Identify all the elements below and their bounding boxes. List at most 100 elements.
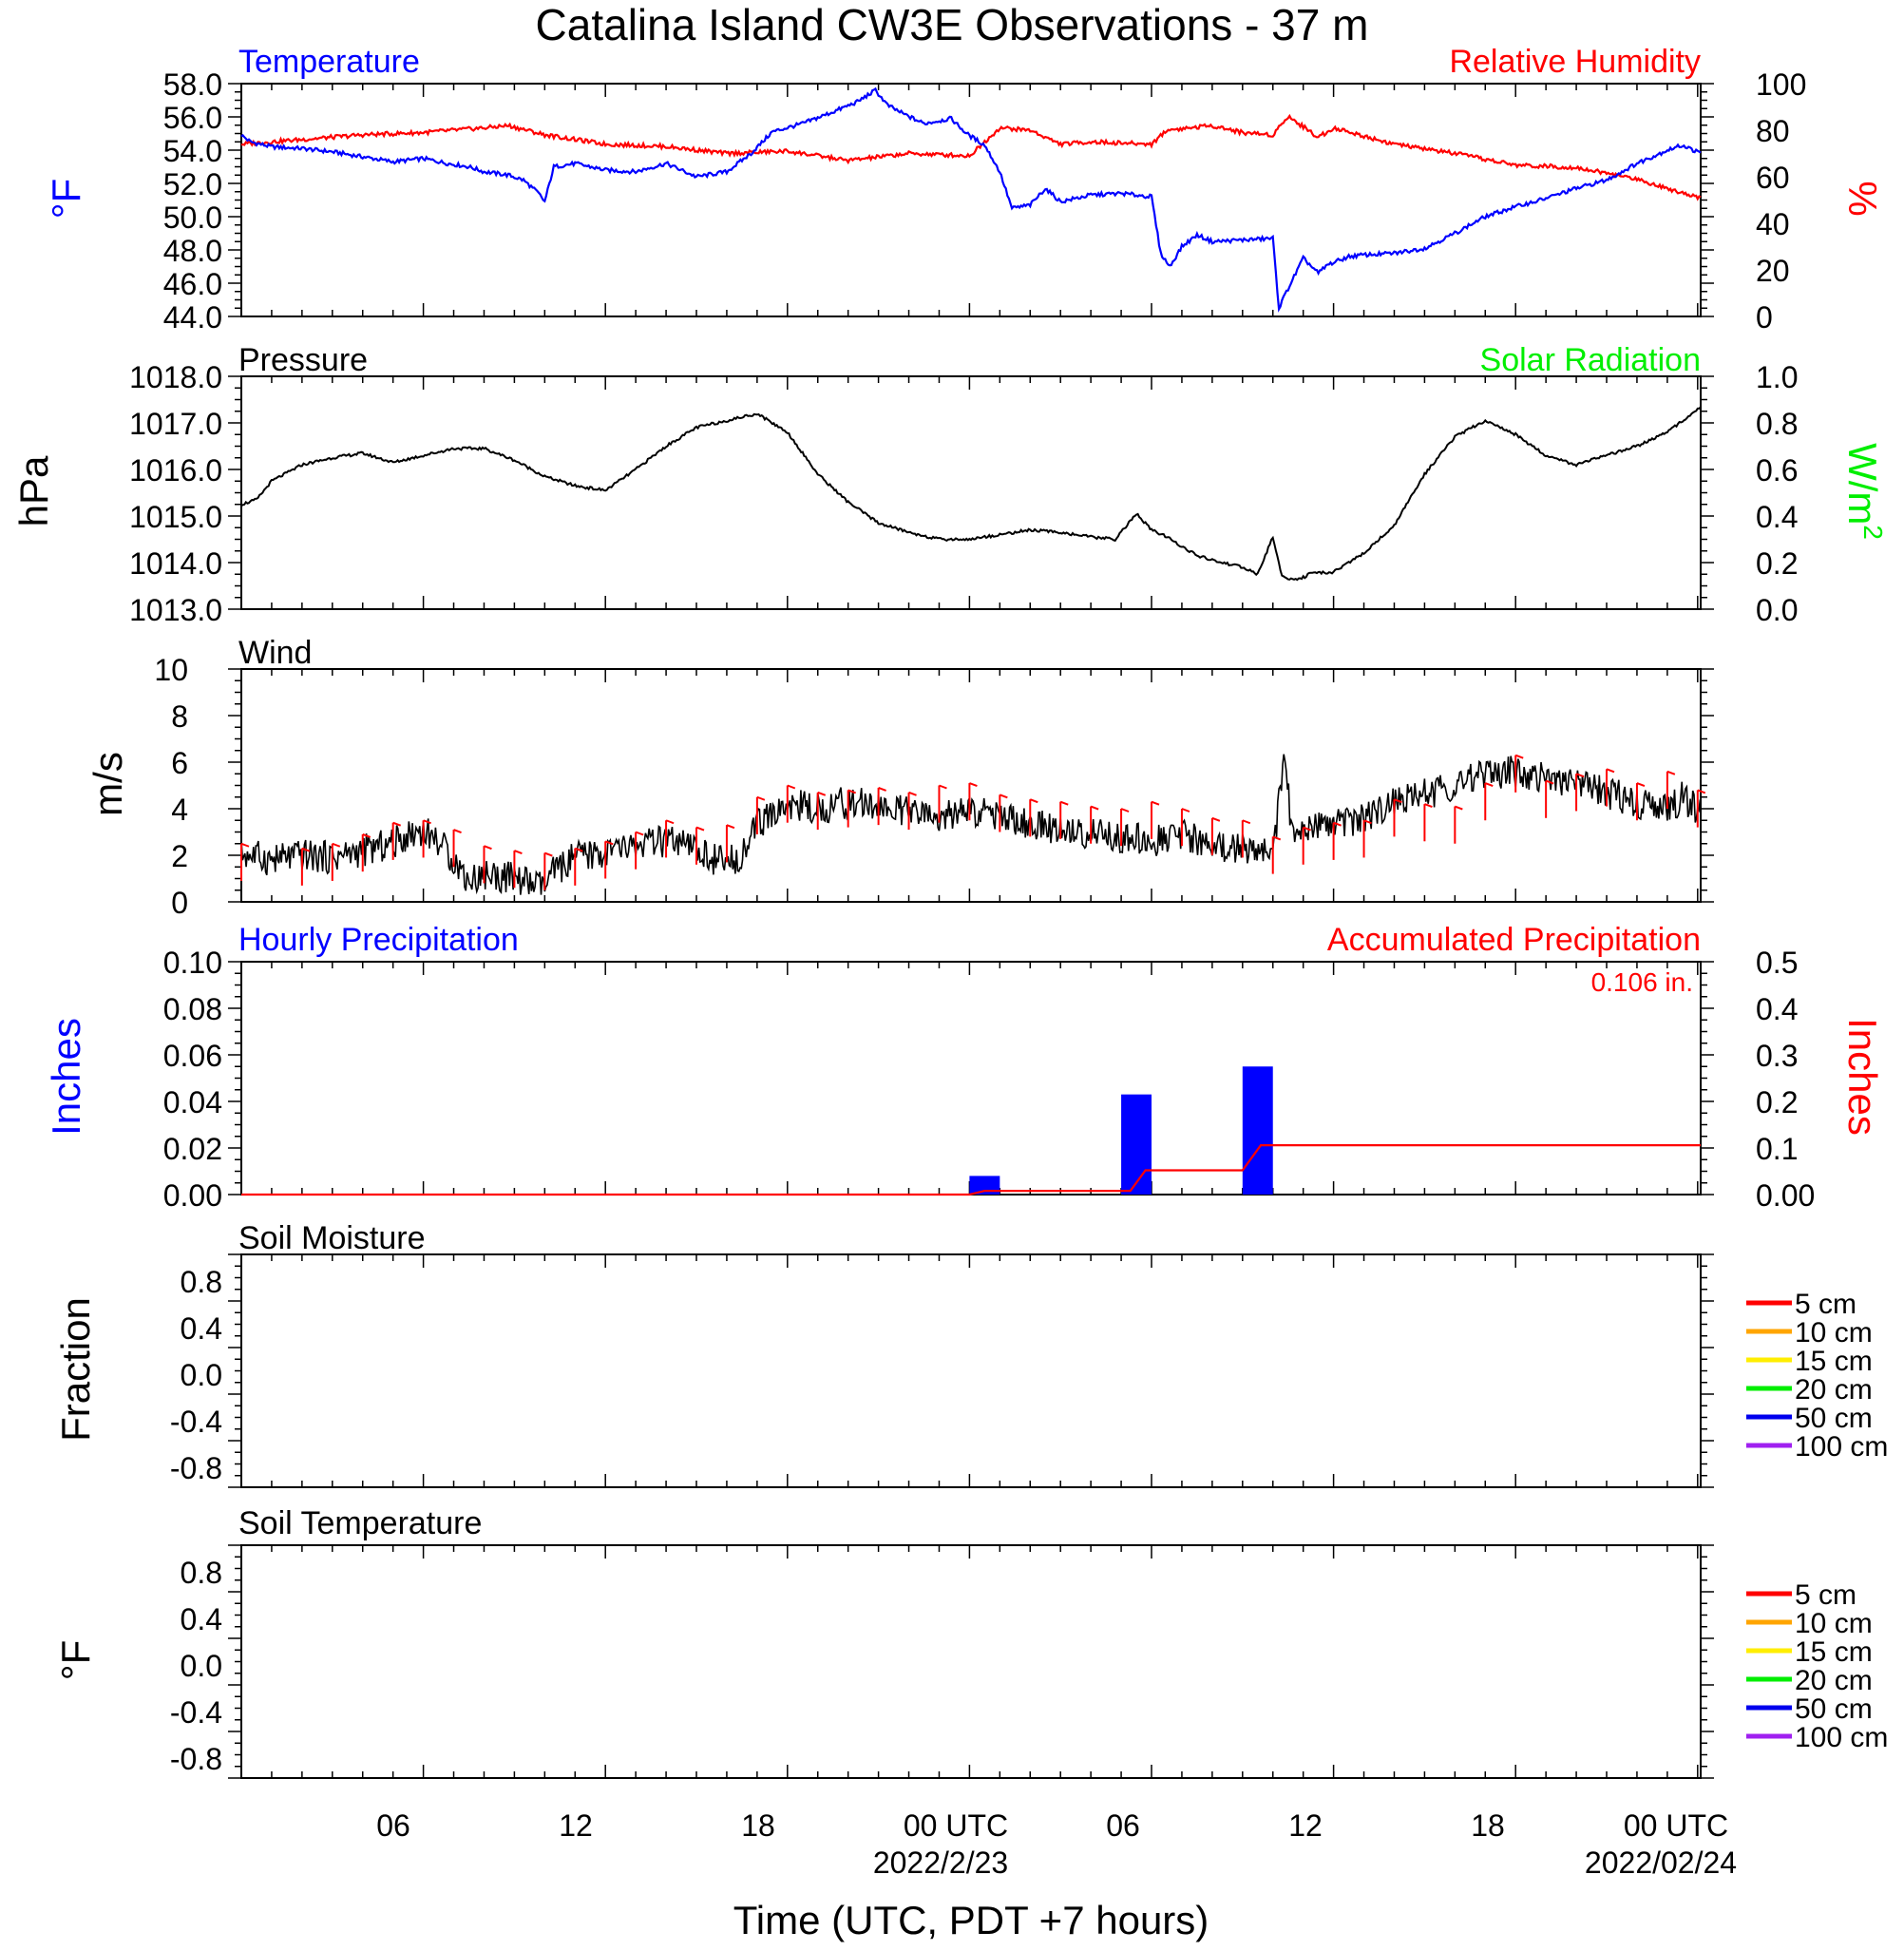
y-tick-label: 1013.0 [129, 593, 222, 627]
y2-tick-label: 100 [1756, 67, 1806, 102]
humidity-axis-label: % [1840, 181, 1885, 216]
y-tick-label: 2 [171, 839, 188, 873]
legend-item: 10 cm [1746, 1317, 1873, 1348]
y2-tick-label: 60 [1756, 161, 1790, 195]
wind-barb-flag [1211, 816, 1221, 822]
figure-title: Catalina Island CW3E Observations - 37 m [536, 0, 1369, 49]
wind-barb-flag [665, 819, 675, 825]
pressure-panel-title: Pressure [238, 342, 368, 378]
legend-item: 5 cm [1746, 1579, 1856, 1611]
y-tick-label: 10 [154, 653, 188, 687]
y-tick-label: 1018.0 [129, 360, 222, 394]
y-tick-label: -0.4 [170, 1405, 222, 1439]
y-tick-label: 0.0 [181, 1358, 222, 1392]
temperature-panel-title: Temperature [238, 44, 420, 80]
y-tick-label: 6 [171, 746, 188, 780]
time-tick-label: 12 [559, 1808, 593, 1843]
y-tick-label: 0.4 [181, 1602, 222, 1636]
date-label: 2022/2/23 [873, 1846, 1008, 1880]
wind-barb-flag [1242, 819, 1251, 825]
legend-item: 15 cm [1746, 1346, 1873, 1377]
y2-tick-label: 0 [1756, 300, 1773, 335]
wind-barb-flag [332, 842, 341, 848]
time-tick-label: 00 UTC [904, 1808, 1008, 1843]
humidity-right-ticks: 0 20 40 60 80 100 [1756, 67, 1806, 335]
wind-barb-flag [635, 831, 644, 836]
pressure-plot-frame [240, 375, 1702, 610]
wind-barb-flag [1394, 798, 1402, 804]
y2-tick-label: 0.6 [1756, 453, 1798, 488]
y2-tick-label: 0.00 [1756, 1178, 1815, 1213]
wind-barb-flag [1181, 808, 1190, 813]
time-tick-label: 06 [376, 1808, 410, 1843]
wind-barb-flag [423, 819, 431, 825]
solar-right-ticks: 0.0 0.2 0.4 0.6 0.8 1.0 [1756, 360, 1798, 627]
soil-temperature-legend: 5 cm 10 cm 15 cm 20 cm 50 cm 100 cm [1746, 1579, 1888, 1753]
y-tick-label: 0.02 [163, 1132, 222, 1166]
soil-temperature-panel-title: Soil Temperature [238, 1505, 482, 1541]
legend-label: 50 cm [1795, 1693, 1873, 1725]
y-tick-label: 58.0 [163, 67, 222, 102]
hourly-precip-panel-title: Hourly Precipitation [238, 922, 519, 958]
wind-barb-flag [1059, 800, 1069, 806]
wind-barb-flag [362, 833, 371, 838]
legend-label: 10 cm [1795, 1608, 1873, 1639]
y2-tick-label: 20 [1756, 254, 1790, 288]
wind-barb-flag [1272, 835, 1282, 841]
wind-barb-flag [301, 847, 311, 852]
wind-barb-flag [574, 847, 583, 852]
panel-soil-temperature: Soil Temperature °F -0.8 -0.4 0.0 0.4 0.… [53, 1505, 1702, 1779]
accum-precip-axis-label: Inches [1840, 1018, 1885, 1136]
accum-precip-total: 0.106 in. [1591, 967, 1693, 997]
wind-barb-flag [695, 826, 705, 832]
y-tick-label: 44.0 [163, 300, 222, 335]
wind-barb-flag [1697, 789, 1706, 794]
y-tick-label: 48.0 [163, 234, 222, 268]
accum-precip-series-line [241, 1144, 1701, 1196]
wind-barb-flag [999, 794, 1008, 799]
y2-tick-label: 0.2 [1756, 546, 1798, 581]
time-tick-label: 00 UTC [1624, 1808, 1728, 1843]
y2-tick-label: 0.1 [1756, 1132, 1798, 1166]
accum-precip-right-ticks: 0.00 0.1 0.2 0.3 0.4 0.5 [1756, 946, 1815, 1213]
y-tick-label: 0.4 [181, 1311, 222, 1346]
y2-tick-label: 0.4 [1756, 992, 1798, 1026]
legend-label: 100 cm [1795, 1722, 1888, 1753]
y2-tick-label: 80 [1756, 114, 1790, 148]
wind-barb-flag [1514, 754, 1524, 759]
y-tick-label: 46.0 [163, 267, 222, 301]
y2-tick-label: 0.4 [1756, 500, 1798, 534]
y-tick-label: 0.10 [163, 946, 222, 980]
wind-barb-flag [1363, 819, 1372, 825]
solar-axis-label: W/m2 [1840, 443, 1888, 540]
y-tick-label: -0.8 [170, 1742, 222, 1776]
legend-label: 15 cm [1795, 1636, 1873, 1668]
wind-panel-title: Wind [238, 635, 312, 671]
soil-moisture-panel-title: Soil Moisture [238, 1220, 426, 1256]
wind-barb-flag [1424, 803, 1433, 809]
wind-barb-flag [939, 784, 947, 790]
wind-barb-flag [240, 842, 250, 848]
wind-speed-series-line [240, 754, 1702, 895]
legend-label: 100 cm [1795, 1431, 1888, 1463]
wind-barb-flag [1333, 821, 1342, 827]
solar-axis-label-superscript: 2 [1858, 525, 1888, 540]
hourly-precip-bar [1242, 1066, 1273, 1195]
wind-barb-flag [1545, 779, 1554, 785]
wind-barb-flag [847, 789, 857, 794]
soil-moisture-plot-frame [240, 1253, 1702, 1488]
wind-barb-flag [1606, 768, 1615, 774]
pressure-axis-label: hPa [11, 455, 56, 526]
precip-plot-frame [240, 961, 1702, 1195]
time-tick-label: 18 [1471, 1808, 1505, 1843]
y-tick-label: -0.4 [170, 1695, 222, 1730]
hourly-precip-left-ticks: 0.00 0.02 0.04 0.06 0.08 0.10 [163, 946, 222, 1213]
wind-barb-flag [878, 787, 886, 792]
y2-tick-label: 0.2 [1756, 1085, 1798, 1119]
y-tick-label: 54.0 [163, 134, 222, 168]
wind-barb-flag [756, 795, 766, 801]
wind-barb-flag [514, 850, 523, 855]
solar-panel-title: Solar Radiation [1480, 342, 1701, 378]
time-tick-label: 18 [741, 1808, 775, 1843]
